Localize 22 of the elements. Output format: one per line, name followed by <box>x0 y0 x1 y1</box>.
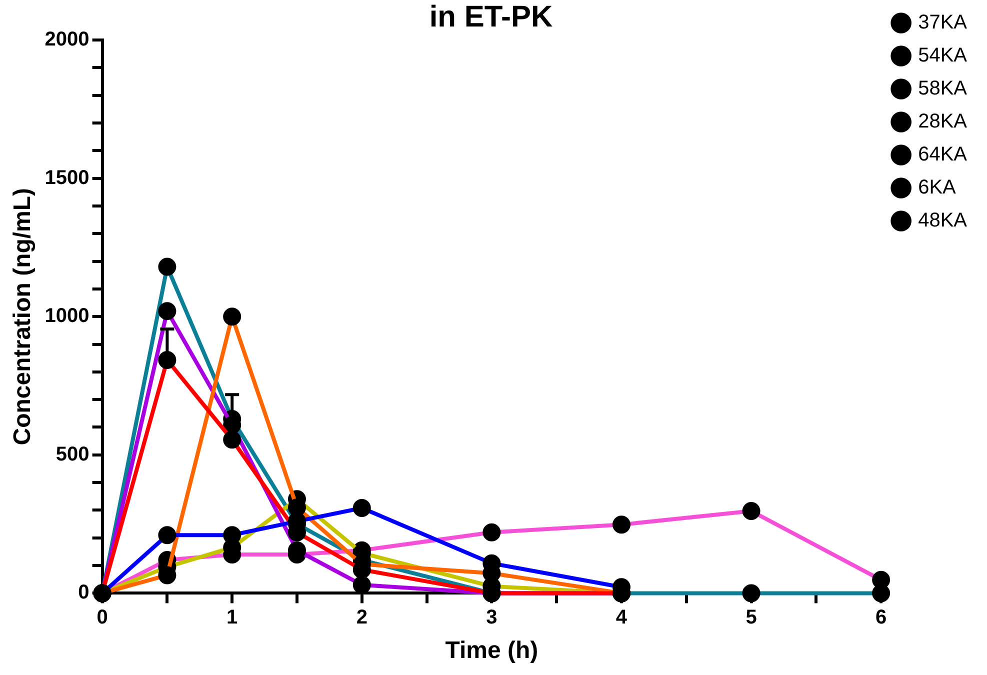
x-tick-label: 1 <box>226 606 238 629</box>
legend-label: 64KA <box>918 144 968 166</box>
y-tick-label: 1500 <box>44 166 90 189</box>
legend-label: 28KA <box>918 110 968 133</box>
y-tick-label: 0 <box>78 582 90 604</box>
y-tick-label: 1000 <box>44 305 90 328</box>
legend-label: 48KA <box>918 210 968 232</box>
legend-label: 37KA <box>918 12 968 34</box>
legend-label: 54KA <box>918 44 968 67</box>
y-tick-label: 2000 <box>44 28 90 51</box>
x-tick-label: 6 <box>876 606 887 629</box>
legend-label: 6KA <box>918 176 957 199</box>
chart-title: in ET-PK <box>429 0 554 34</box>
x-tick-label: 2 <box>356 606 368 629</box>
x-tick-label: 3 <box>486 606 498 629</box>
x-tick-label: 5 <box>746 606 757 629</box>
x-tick-label: 0 <box>96 606 108 629</box>
x-axis-title: Time (h) <box>445 637 538 664</box>
x-tick-label: 4 <box>616 606 628 629</box>
legend-label: 58KA <box>918 78 968 100</box>
y-tick-label: 500 <box>56 443 90 466</box>
y-axis-title: Concentration (ng/mL) <box>9 188 36 446</box>
